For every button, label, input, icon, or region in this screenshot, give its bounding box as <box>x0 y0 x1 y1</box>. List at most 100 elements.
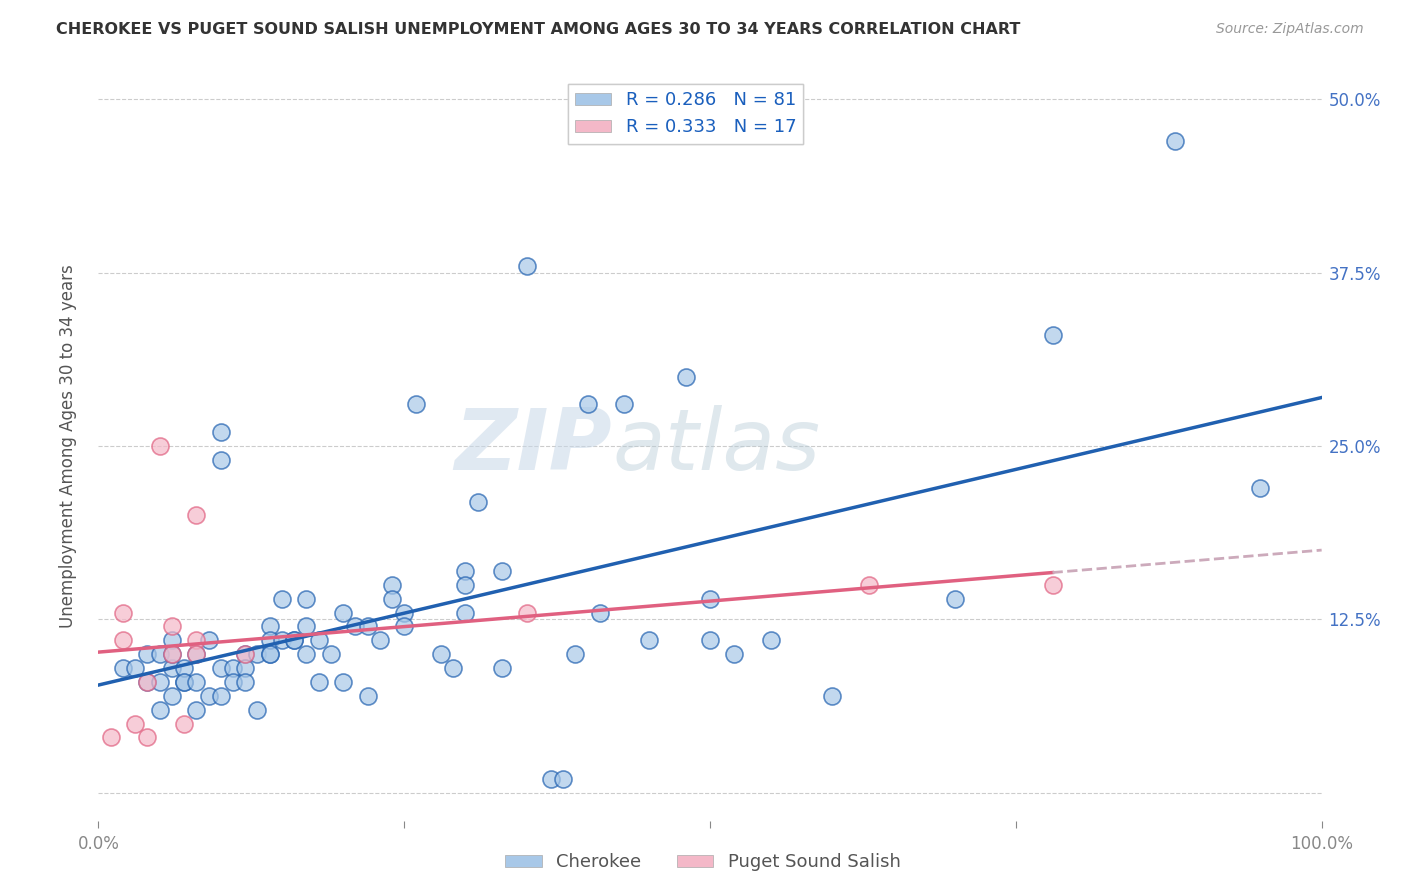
Point <box>1042 578 1064 592</box>
Point <box>246 647 269 661</box>
Point <box>454 578 477 592</box>
Text: CHEROKEE VS PUGET SOUND SALISH UNEMPLOYMENT AMONG AGES 30 TO 34 YEARS CORRELATIO: CHEROKEE VS PUGET SOUND SALISH UNEMPLOYM… <box>56 22 1021 37</box>
Point <box>160 633 183 648</box>
Point <box>576 397 599 411</box>
Point <box>515 606 537 620</box>
Point <box>186 647 208 661</box>
Point <box>295 619 318 633</box>
Point <box>392 606 416 620</box>
Point <box>430 647 453 661</box>
Point <box>699 633 721 648</box>
Point <box>136 647 159 661</box>
Point <box>173 716 195 731</box>
Point <box>160 689 183 703</box>
Point <box>381 578 404 592</box>
Point <box>491 564 513 578</box>
Point <box>259 647 281 661</box>
Point <box>308 633 330 648</box>
Point <box>858 578 880 592</box>
Legend: Cherokee, Puget Sound Salish: Cherokee, Puget Sound Salish <box>498 847 908 879</box>
Point <box>319 647 342 661</box>
Point <box>699 591 721 606</box>
Point <box>613 397 636 411</box>
Point <box>233 647 256 661</box>
Point <box>160 647 183 661</box>
Point <box>259 619 281 633</box>
Point <box>270 633 294 648</box>
Point <box>553 772 575 786</box>
Point <box>160 661 183 675</box>
Legend: R = 0.286   N = 81, R = 0.333   N = 17: R = 0.286 N = 81, R = 0.333 N = 17 <box>568 84 803 144</box>
Point <box>186 647 208 661</box>
Point <box>173 674 195 689</box>
Point <box>675 369 697 384</box>
Point <box>368 633 391 648</box>
Point <box>100 731 122 745</box>
Point <box>124 661 146 675</box>
Point <box>173 674 195 689</box>
Point <box>564 647 586 661</box>
Point <box>111 633 134 648</box>
Point <box>149 703 172 717</box>
Point <box>209 453 232 467</box>
Point <box>186 633 208 648</box>
Point <box>149 647 172 661</box>
Point <box>332 606 354 620</box>
Point <box>295 591 318 606</box>
Point <box>356 619 378 633</box>
Point <box>356 689 378 703</box>
Point <box>540 772 562 786</box>
Point <box>344 619 367 633</box>
Point <box>381 591 404 606</box>
Point <box>637 633 661 648</box>
Point <box>723 647 745 661</box>
Point <box>259 647 281 661</box>
Point <box>186 674 208 689</box>
Point <box>111 606 134 620</box>
Text: Source: ZipAtlas.com: Source: ZipAtlas.com <box>1216 22 1364 37</box>
Text: ZIP: ZIP <box>454 404 612 488</box>
Point <box>467 494 489 508</box>
Point <box>209 661 232 675</box>
Point <box>233 674 256 689</box>
Point <box>1042 328 1064 343</box>
Point <box>821 689 844 703</box>
Point <box>270 591 294 606</box>
Point <box>283 633 305 648</box>
Point <box>454 606 477 620</box>
Point <box>405 397 427 411</box>
Point <box>197 633 219 648</box>
Point <box>149 439 172 453</box>
Y-axis label: Unemployment Among Ages 30 to 34 years: Unemployment Among Ages 30 to 34 years <box>59 264 77 628</box>
Point <box>173 661 195 675</box>
Point <box>392 619 416 633</box>
Point <box>222 661 245 675</box>
Point <box>332 674 354 689</box>
Point <box>308 674 330 689</box>
Point <box>454 564 477 578</box>
Point <box>186 703 208 717</box>
Point <box>246 703 269 717</box>
Point <box>136 674 159 689</box>
Point <box>1249 481 1271 495</box>
Point <box>209 425 232 439</box>
Point <box>222 674 245 689</box>
Point <box>136 731 159 745</box>
Point <box>233 661 256 675</box>
Point <box>589 606 612 620</box>
Point <box>197 689 219 703</box>
Point <box>943 591 966 606</box>
Point <box>295 647 318 661</box>
Point <box>186 508 208 523</box>
Text: atlas: atlas <box>612 404 820 488</box>
Point <box>259 633 281 648</box>
Point <box>1164 134 1187 148</box>
Point <box>124 716 146 731</box>
Point <box>149 674 172 689</box>
Point <box>441 661 464 675</box>
Point <box>111 661 134 675</box>
Point <box>136 674 159 689</box>
Point <box>761 633 783 648</box>
Point <box>160 619 183 633</box>
Point <box>515 259 537 273</box>
